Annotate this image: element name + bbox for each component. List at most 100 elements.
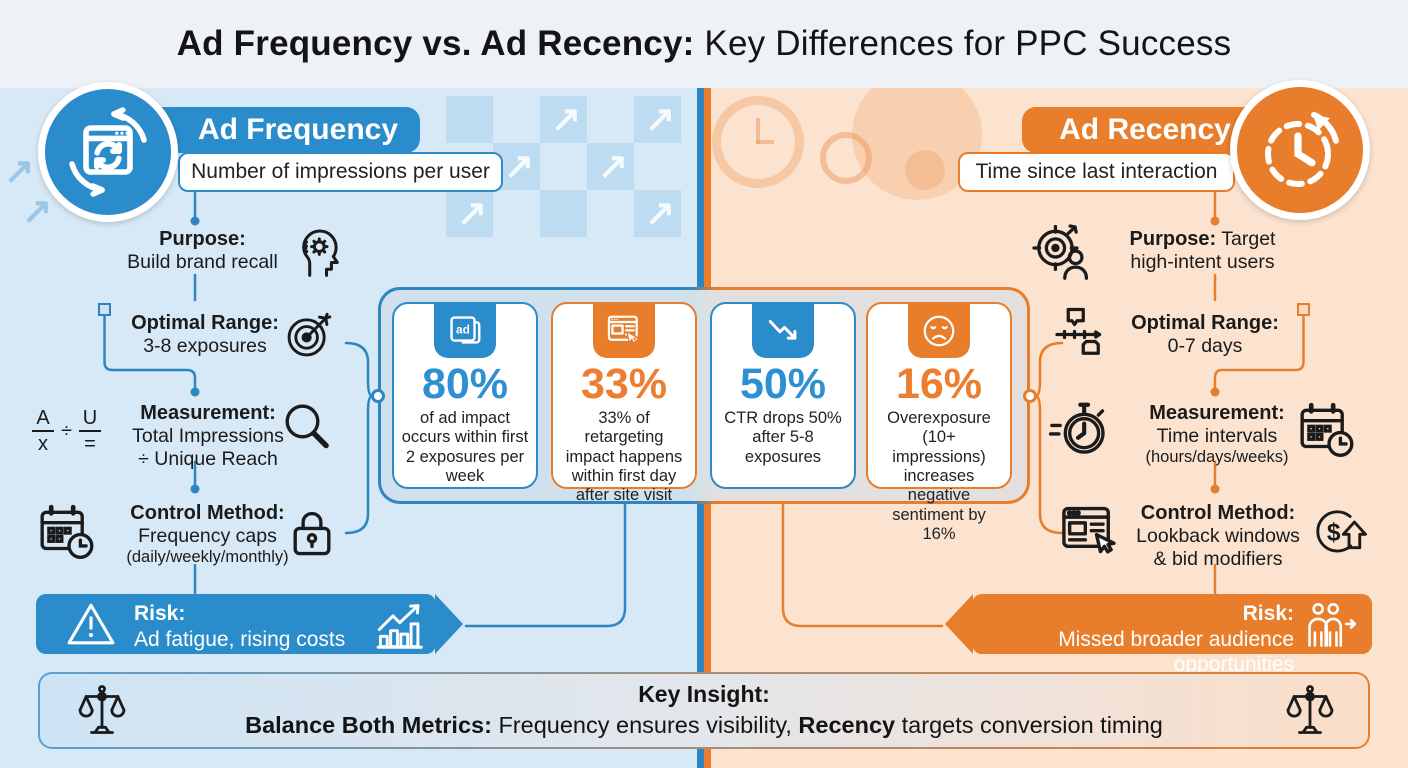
stat-value: 33%: [580, 360, 668, 408]
stat-description: of ad impact occurs within first 2 expos…: [401, 409, 529, 486]
insight-text-frequency: Frequency ensures visibility,: [491, 712, 799, 739]
arrow-up-right-icon: ↗: [645, 192, 676, 233]
stat-description: CTR drops 50% after 5-8 exposures: [724, 409, 842, 466]
stat-value: 80%: [421, 360, 509, 408]
fraction-eq: =: [84, 433, 96, 455]
connector-node-right: [1023, 389, 1037, 403]
mind-gears-icon: [302, 229, 339, 277]
frequency-risk-text: Risk: Ad fatigue, rising costs: [134, 601, 345, 652]
insight-bold-recency: Recency: [798, 712, 896, 739]
measurement-label: Measurement:: [140, 402, 276, 424]
ad-recency-tagline-text: Time since last interaction: [975, 160, 1218, 183]
magnifier-icon: [285, 404, 329, 449]
purpose-text: Build brand recall: [127, 251, 278, 274]
frequency-risk-banner: Risk: Ad fatigue, rising costs: [36, 594, 463, 654]
target-user-icon: [1032, 224, 1089, 280]
arrow-up-right-icon: ↗: [457, 192, 488, 233]
clock-history-icon: [1265, 111, 1339, 187]
purpose-suffix: Target: [1216, 228, 1276, 250]
stat-card-frequency-impact: ad 80% of ad impact occurs within first …: [392, 302, 538, 489]
ad-recency-tagline: Time since last interaction: [958, 152, 1235, 192]
card-tab: [593, 304, 655, 358]
ad-stack-icon: ad: [450, 316, 481, 344]
ad-recency-title: Ad Recency: [1059, 113, 1231, 146]
page-title-regular: Key Differences for PPC Success: [694, 24, 1232, 63]
balance-scale-icon: [78, 685, 126, 734]
arrow-up-right-icon: ↗: [504, 145, 535, 186]
calendar-clock-icon: [1300, 402, 1354, 457]
dollar-bid-up-icon: $: [1316, 510, 1367, 553]
checker-decoration: [446, 190, 493, 237]
clock-hand-decoration: [756, 140, 774, 144]
risk-label: Risk:: [134, 602, 186, 625]
recency-risk-text: Risk: Missed broader audience opportunit…: [972, 601, 1294, 678]
insight-bold-balance: Balance Both Metrics:: [245, 712, 492, 739]
control-method-label: Control Method:: [130, 502, 285, 524]
svg-text:ad: ad: [456, 323, 470, 337]
checker-decoration: [634, 96, 681, 143]
card-tab: [752, 304, 814, 358]
padlock-icon: [293, 511, 331, 556]
clock-decoration: [820, 132, 872, 184]
arrow-up-right-icon: ↗: [598, 145, 629, 186]
browser-select-icon: [1062, 506, 1116, 554]
risk-label: Risk:: [1242, 602, 1294, 625]
clock-decoration: [712, 96, 804, 188]
card-tab: ad: [434, 304, 496, 358]
stat-description: Overexposure (10+ impressions) increases…: [887, 409, 991, 543]
measurement-line2: ÷ Unique Reach: [138, 447, 278, 470]
purpose-line2: high-intent users: [1130, 251, 1275, 274]
measurement-label: Measurement:: [1149, 402, 1285, 424]
checker-decoration: [634, 190, 681, 237]
warning-triangle-icon: [67, 603, 115, 645]
optimal-range-text: 3-8 exposures: [143, 335, 267, 358]
card-tab: [908, 304, 970, 358]
control-method-line1: Frequency caps: [138, 525, 277, 548]
purpose-label: Purpose:: [159, 228, 246, 250]
arrow-up-right-icon: ↗: [645, 98, 676, 139]
insight-text-timing: targets conversion timing: [895, 712, 1163, 739]
ad-frequency-tagline: Number of impressions per user: [178, 152, 503, 192]
page-title-bold: Ad Frequency vs. Ad Recency:: [176, 24, 695, 63]
risk-text: Ad fatigue, rising costs: [134, 627, 346, 651]
control-method-line2: & bid modifiers: [1153, 547, 1283, 570]
purpose-label: Purpose:: [1129, 228, 1217, 250]
calendar-clock-icon: [40, 504, 94, 559]
stopwatch-icon: [1048, 402, 1105, 454]
checker-decoration: [446, 96, 493, 143]
clock-hand-decoration: [756, 118, 760, 144]
control-method-label: Control Method:: [1140, 502, 1296, 524]
browser-refresh-badge: [38, 82, 178, 222]
control-method-line2: (daily/weekly/monthly): [126, 547, 289, 566]
target-arrow-icon: [287, 312, 332, 357]
optimal-range-label: Optimal Range:: [1131, 312, 1279, 334]
measurement-line2: (hours/days/weeks): [1145, 447, 1289, 466]
checker-decoration: [540, 190, 587, 237]
ad-frequency-tagline-text: Number of impressions per user: [191, 160, 490, 183]
arrow-up-right-icon: ↗: [4, 150, 35, 191]
recency-risk-banner: Risk: Missed broader audience opportunit…: [945, 594, 1372, 676]
connector-node-left: [371, 389, 385, 403]
title-band: Ad Frequency vs. Ad Recency: Key Differe…: [0, 0, 1408, 88]
checker-decoration: [540, 96, 587, 143]
frequency-range-row: Optimal Range: 3-8 exposures: [100, 312, 310, 358]
stat-card-overexposure: 16% Overexposure (10+ impressions) incre…: [866, 302, 1012, 543]
page-title: Ad Frequency vs. Ad Recency: Key Differe…: [177, 24, 1232, 64]
audience-arrow-icon: [1308, 603, 1357, 647]
measurement-line1: Total Impressions: [132, 425, 284, 448]
balance-scale-icon: [1286, 685, 1334, 734]
circle-decoration: [905, 150, 945, 190]
recency-range-row: Optimal Range: 0-7 days: [1110, 312, 1300, 358]
ad-frequency-title: Ad Frequency: [197, 113, 399, 146]
stat-card-retargeting-impact: 33% 33% of retargeting impact happens wi…: [551, 302, 697, 504]
optimal-range-label: Optimal Range:: [131, 312, 279, 334]
frequency-purpose-row: Purpose: Build brand recall: [95, 228, 310, 274]
fraction-u: U: [82, 407, 98, 429]
frequency-measurement-row: Measurement: Total Impressions ÷ Unique …: [108, 402, 308, 470]
clock-history-badge: [1230, 80, 1370, 220]
recency-measurement-row: Measurement: Time intervals (hours/days/…: [1122, 402, 1312, 467]
recency-purpose-row: Purpose: Target high-intent users: [1100, 228, 1305, 274]
browser-refresh-icon: [69, 107, 147, 197]
fraction-a: A: [36, 407, 50, 429]
